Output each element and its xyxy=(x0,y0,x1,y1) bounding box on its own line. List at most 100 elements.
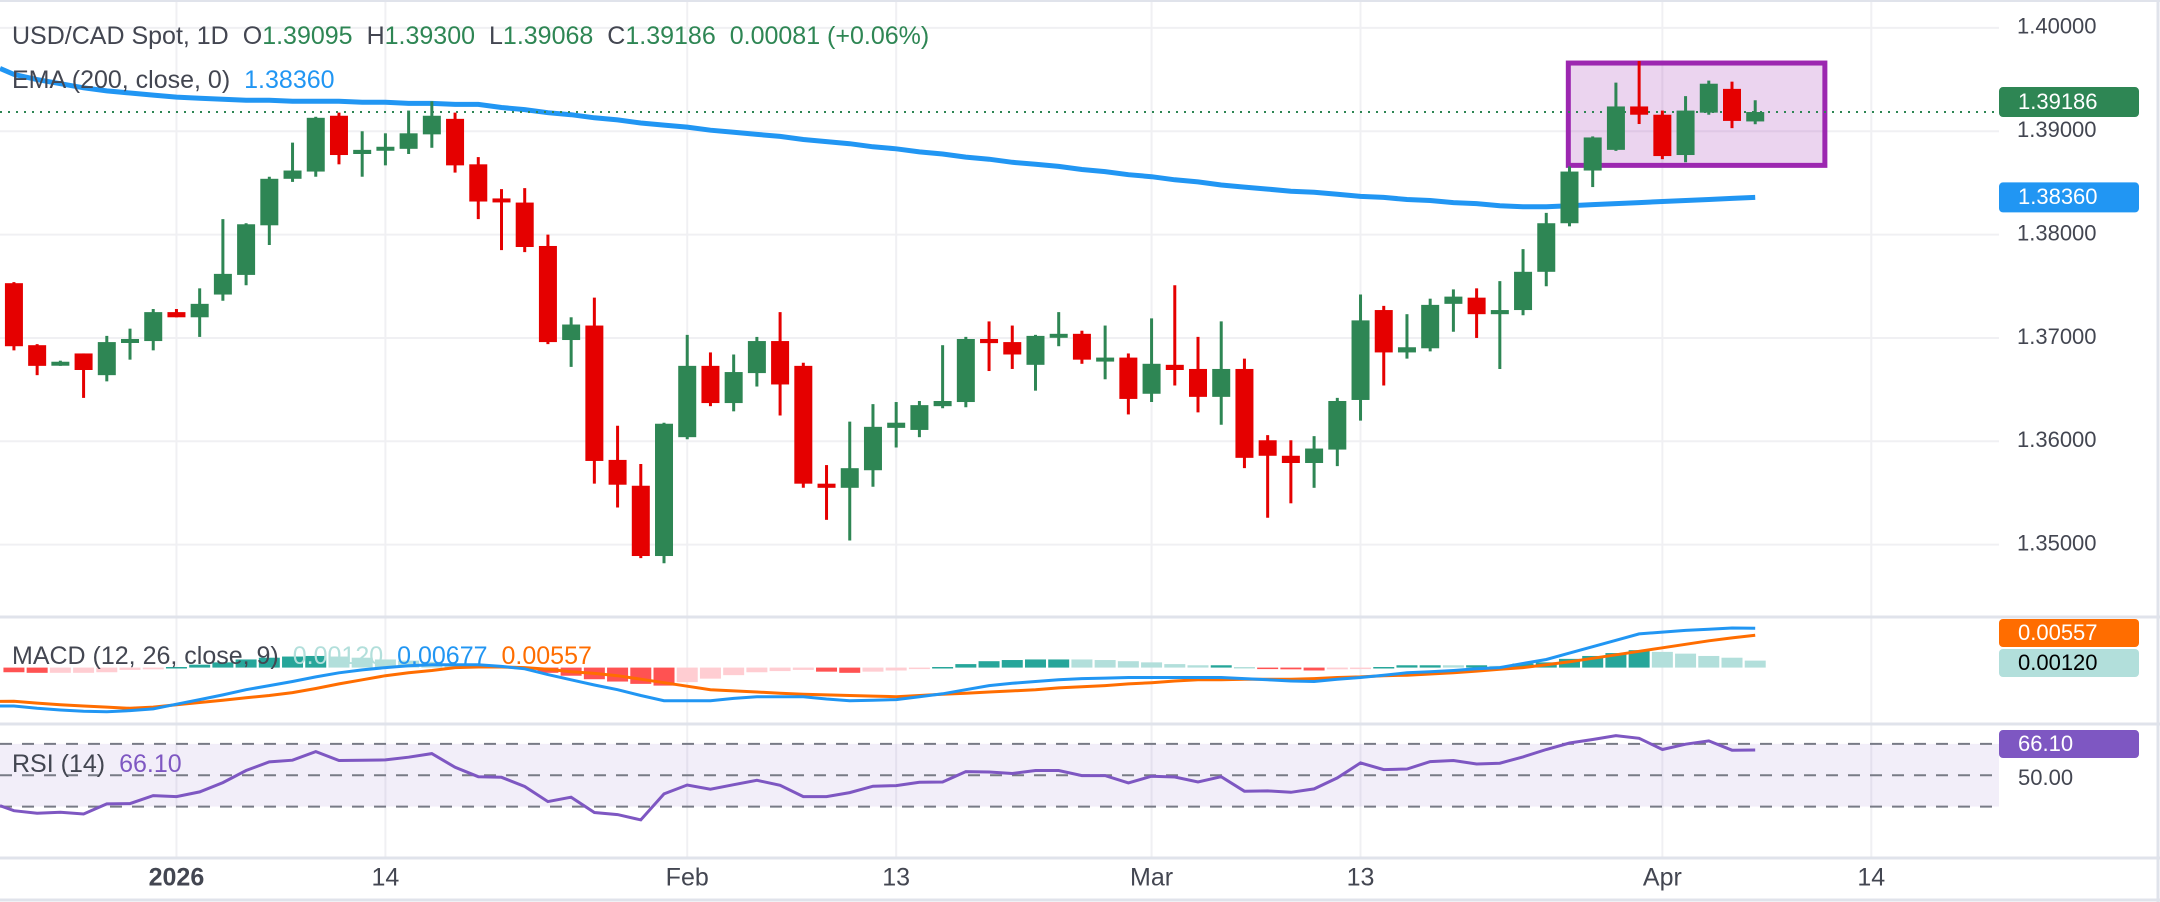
consolidation-highlight-box[interactable] xyxy=(1565,60,1828,168)
rsi-line[interactable] xyxy=(0,734,1756,822)
candle[interactable] xyxy=(1189,336,1208,413)
candle[interactable] xyxy=(1258,435,1277,518)
candle[interactable] xyxy=(1119,353,1138,415)
candle[interactable] xyxy=(1165,285,1184,386)
candle[interactable] xyxy=(1003,325,1022,369)
candle[interactable] xyxy=(213,219,232,301)
candle-body xyxy=(538,245,557,343)
candle[interactable] xyxy=(1281,440,1300,504)
candle[interactable] xyxy=(1699,80,1718,115)
candle[interactable] xyxy=(1096,325,1115,380)
candle[interactable] xyxy=(747,336,766,387)
candle[interactable] xyxy=(655,422,674,564)
candle[interactable] xyxy=(422,101,441,148)
candle[interactable] xyxy=(817,465,836,520)
candle[interactable] xyxy=(283,142,302,182)
candle[interactable] xyxy=(1444,289,1463,332)
candle[interactable] xyxy=(1049,312,1068,347)
candle[interactable] xyxy=(469,157,488,220)
candle[interactable] xyxy=(701,352,720,407)
candle[interactable] xyxy=(933,345,952,409)
candle[interactable] xyxy=(1560,166,1579,227)
candle[interactable] xyxy=(1072,330,1091,364)
candle[interactable] xyxy=(956,336,975,408)
candle[interactable] xyxy=(446,112,465,173)
candle[interactable] xyxy=(376,133,395,166)
candle[interactable] xyxy=(1653,110,1672,160)
macd-histogram-bar xyxy=(1512,663,1534,668)
macd-histogram-bar xyxy=(282,656,304,668)
candle-body xyxy=(956,338,975,403)
candle[interactable] xyxy=(121,328,140,360)
candle[interactable] xyxy=(329,112,348,165)
candle[interactable] xyxy=(1467,288,1486,338)
candle[interactable] xyxy=(887,402,906,448)
candle[interactable] xyxy=(399,110,418,154)
candle[interactable] xyxy=(863,404,882,487)
candle[interactable] xyxy=(1374,305,1393,386)
candle[interactable] xyxy=(1351,294,1370,421)
candle[interactable] xyxy=(1537,212,1556,287)
candle[interactable] xyxy=(1630,60,1649,125)
symbol-title[interactable]: USD/CAD Spot, 1D xyxy=(12,22,229,50)
price-axis[interactable]: 1.35000 1.36000 1.37000 1.38000 1.39000 1.400… xyxy=(1999,14,2139,556)
candle[interactable] xyxy=(585,297,604,484)
rsi-axis-value-label: 66.10 xyxy=(2018,731,2073,756)
candle[interactable] xyxy=(306,116,325,177)
candle[interactable] xyxy=(678,334,697,440)
candle[interactable] xyxy=(492,189,511,251)
candle[interactable] xyxy=(1026,334,1045,391)
candle[interactable] xyxy=(51,360,70,366)
candle[interactable] xyxy=(1328,397,1347,467)
candle[interactable] xyxy=(1514,249,1533,316)
candle[interactable] xyxy=(353,131,372,177)
candle[interactable] xyxy=(1583,136,1602,188)
macd-signal-line[interactable] xyxy=(0,633,1756,710)
candle[interactable] xyxy=(1676,96,1695,163)
candle[interactable] xyxy=(1142,318,1161,403)
candle-body xyxy=(933,400,952,407)
price-axis-label: 1.35000 xyxy=(2017,530,2097,555)
candle[interactable] xyxy=(840,421,859,541)
candle[interactable] xyxy=(144,309,163,351)
candle[interactable] xyxy=(771,312,790,416)
candle[interactable] xyxy=(562,317,581,367)
macd-line[interactable] xyxy=(0,626,1756,714)
candle[interactable] xyxy=(190,288,209,337)
candle[interactable] xyxy=(237,223,256,286)
candle[interactable] xyxy=(724,354,743,412)
candle[interactable] xyxy=(260,176,279,245)
candle[interactable] xyxy=(1723,81,1742,129)
candle[interactable] xyxy=(28,344,47,376)
candle[interactable] xyxy=(1746,100,1765,125)
candle[interactable] xyxy=(167,309,186,318)
time-axis-label: Feb xyxy=(666,864,709,892)
macd-histogram-bar xyxy=(1466,665,1488,668)
candle[interactable] xyxy=(794,362,813,488)
time-axis[interactable]: 2026 14 Feb 13 Mar 13 Apr 14 xyxy=(149,864,1886,892)
candle[interactable] xyxy=(1490,281,1509,369)
candle[interactable] xyxy=(74,353,93,398)
candle[interactable] xyxy=(910,400,929,438)
candle[interactable] xyxy=(1397,314,1416,359)
candle[interactable] xyxy=(515,188,534,253)
macd-legend[interactable]: MACD (12, 26, close, 9) 0.00120 0.00677 … xyxy=(12,642,592,671)
candle[interactable] xyxy=(631,464,650,559)
ema-legend[interactable]: EMA (200, close, 0) 1.38360 xyxy=(12,66,335,95)
candle[interactable] xyxy=(538,234,557,345)
candle[interactable] xyxy=(1235,358,1254,469)
candle[interactable] xyxy=(4,282,23,351)
candle[interactable] xyxy=(1421,298,1440,352)
rsi-axis[interactable]: 50.00 66.10 xyxy=(1999,730,2139,790)
ema-200-line[interactable] xyxy=(0,66,1756,210)
candle[interactable] xyxy=(1212,321,1231,425)
candle[interactable] xyxy=(97,335,116,382)
macd-axis[interactable]: 0.00557 0.00120 xyxy=(1999,619,2139,677)
rsi-legend[interactable]: RSI (14) 66.10 xyxy=(12,750,182,779)
candle[interactable] xyxy=(608,425,627,508)
candle[interactable] xyxy=(980,321,999,372)
macd-histogram-bar xyxy=(792,667,814,670)
candle[interactable] xyxy=(1606,82,1625,151)
candle[interactable] xyxy=(1305,436,1324,488)
